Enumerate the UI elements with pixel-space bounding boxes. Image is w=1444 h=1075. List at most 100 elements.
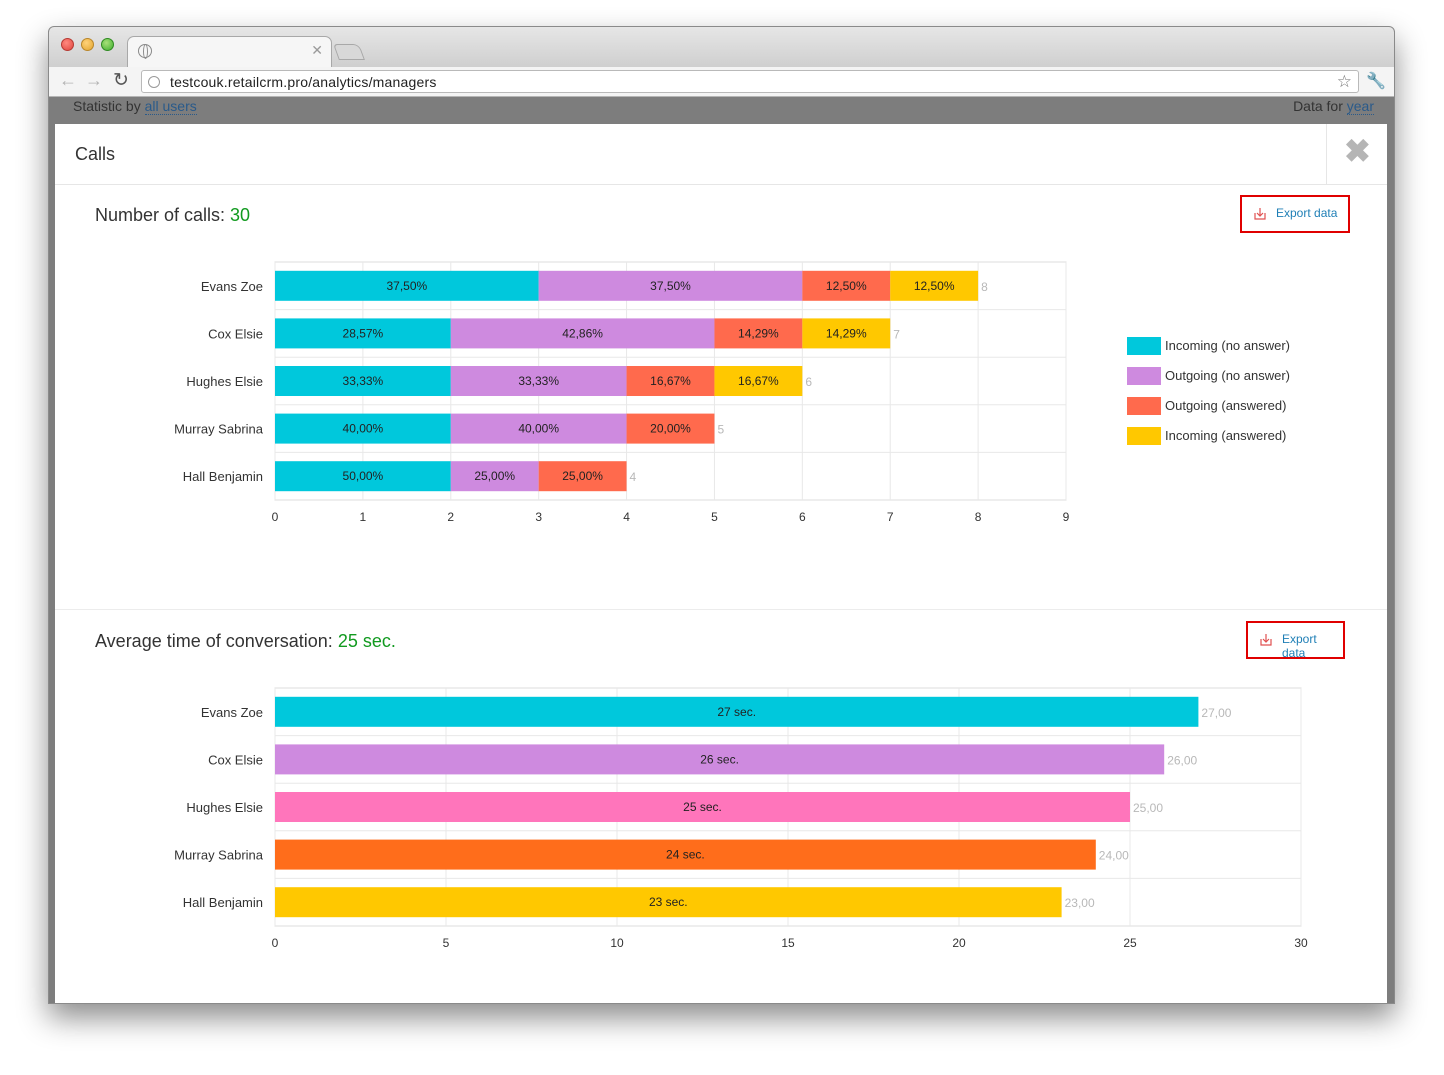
- bar-total-label: 7: [893, 327, 900, 341]
- bar-total-label: 23,00: [1065, 896, 1095, 910]
- modal-close-button[interactable]: ✖: [1326, 124, 1387, 184]
- bar-segment: [275, 318, 451, 349]
- x-tick-label: 30: [1294, 936, 1308, 950]
- minimize-window-button[interactable]: [81, 38, 94, 51]
- export-data-button-2[interactable]: Export data: [1246, 621, 1345, 660]
- category-label: Evans Zoe: [201, 705, 263, 720]
- bar-segment-label: 50,00%: [343, 469, 384, 483]
- x-tick-label: 5: [711, 510, 718, 524]
- bar-segment: [275, 461, 451, 492]
- wrench-icon[interactable]: 🔧: [1366, 73, 1386, 90]
- bar: [275, 839, 1096, 870]
- forward-arrow-icon[interactable]: →: [85, 70, 103, 90]
- number-of-calls-title: Number of calls: 30: [95, 205, 250, 226]
- bar-segment: [450, 366, 627, 396]
- export-data-label[interactable]: Export data: [1282, 632, 1317, 660]
- back-arrow-icon[interactable]: ←: [59, 70, 77, 90]
- download-icon: [1260, 634, 1272, 646]
- bar-segment-label: 40,00%: [518, 422, 559, 436]
- bar-total-label: 8: [981, 280, 988, 294]
- bar-total-label: 5: [717, 423, 724, 437]
- title-bar: ✕: [49, 27, 1394, 67]
- section-divider: [55, 609, 1387, 610]
- bar-segment-label: 25,00%: [562, 469, 603, 483]
- x-tick-label: 1: [360, 510, 367, 524]
- url-text[interactable]: testcouk.retailcrm.pro/analytics/manager…: [170, 74, 437, 90]
- average-time-label: Average time of conversation:: [95, 631, 338, 651]
- bar-segment: [450, 461, 539, 492]
- bar-segment: [714, 366, 803, 396]
- close-window-button[interactable]: [61, 38, 74, 51]
- bar-segment-label: 33,33%: [343, 374, 384, 388]
- number-of-calls-label: Number of calls:: [95, 205, 231, 225]
- all-users-link[interactable]: all users: [144, 98, 197, 115]
- x-tick-label: 0: [272, 510, 279, 524]
- x-tick-label: 4: [623, 510, 630, 524]
- zoom-window-button[interactable]: [101, 38, 114, 51]
- bar-segment: [450, 318, 715, 349]
- x-tick-label: 25: [1123, 936, 1137, 950]
- bar-segment-label: 12,50%: [914, 279, 955, 293]
- category-label: Hall Benjamin: [183, 469, 263, 484]
- x-tick-label: 15: [781, 936, 795, 950]
- bar-segment: [538, 461, 627, 492]
- category-label: Hughes Elsie: [186, 374, 263, 389]
- legend-swatch: [1127, 367, 1161, 385]
- bar: [275, 887, 1062, 918]
- legend-label: Incoming (no answer): [1165, 338, 1290, 353]
- bar-segment-label: 40,00%: [343, 422, 384, 436]
- bar-segment: [275, 270, 539, 301]
- bar-segment-label: 42,86%: [562, 326, 603, 340]
- bar-segment-label: 28,57%: [343, 326, 384, 340]
- bar-label: 26 sec.: [700, 752, 739, 766]
- globe-icon: [148, 76, 160, 88]
- bar-segment: [714, 318, 803, 349]
- bar: [275, 696, 1199, 727]
- export-data-label[interactable]: Export data: [1276, 206, 1338, 220]
- year-link[interactable]: year: [1346, 98, 1374, 115]
- browser-toolbar: ← → ↻ testcouk.retailcrm.pro/analytics/m…: [49, 67, 1394, 97]
- bar-label: 25 sec.: [683, 800, 722, 814]
- legend-item-outgoing-answered: Outgoing (answered): [1127, 395, 1327, 415]
- x-tick-label: 3: [535, 510, 542, 524]
- x-tick-label: 10: [610, 936, 624, 950]
- new-tab-button[interactable]: [333, 44, 365, 60]
- legend-item-outgoing-no-answer: Outgoing (no answer): [1127, 365, 1327, 385]
- average-time-bar-chart: 0 5 10 15 20 25 30 Evans Zoe 27 sec. 27,00 Cox Els…: [174, 687, 1308, 950]
- legend-label: Outgoing (answered): [1165, 398, 1287, 413]
- bar-segment-label: 14,29%: [738, 326, 779, 340]
- legend-swatch: [1127, 397, 1161, 415]
- x-tick-label: 0: [272, 936, 279, 950]
- globe-icon: [138, 44, 152, 59]
- download-icon: [1254, 208, 1266, 220]
- bar-segment: [626, 413, 715, 444]
- close-tab-icon[interactable]: ✕: [311, 42, 323, 58]
- x-tick-label: 6: [799, 510, 806, 524]
- modal-title: Calls: [75, 144, 116, 164]
- address-bar[interactable]: testcouk.retailcrm.pro/analytics/manager…: [141, 70, 1359, 93]
- statistic-by-text: Statistic by all users: [73, 98, 197, 115]
- browser-tab[interactable]: ✕: [127, 36, 332, 67]
- bookmark-star-icon[interactable]: ☆: [1336, 72, 1352, 91]
- category-label: Murray Sabrina: [174, 848, 264, 863]
- category-label: Cox Elsie: [208, 752, 263, 767]
- reload-icon[interactable]: ↻: [113, 70, 129, 91]
- bar-segment: [450, 413, 627, 444]
- bar-label: 24 sec.: [666, 848, 705, 862]
- bar-segment-label: 12,50%: [826, 279, 867, 293]
- x-tick-label: 20: [952, 936, 966, 950]
- x-tick-label: 7: [887, 510, 894, 524]
- bar-segment-label: 16,67%: [650, 374, 691, 388]
- close-icon[interactable]: ✖: [1344, 133, 1371, 169]
- export-data-button[interactable]: Export data: [1240, 195, 1350, 233]
- x-tick-label: 8: [975, 510, 982, 524]
- bar-label: 23 sec.: [649, 895, 688, 909]
- calls-stacked-bar-chart: 0 1 2 3 4 5 6 7 8 9 Evans Zoe 37,50% 37,50% 12,50% 12,…: [174, 261, 1070, 524]
- bar: [275, 744, 1165, 775]
- category-label: Evans Zoe: [201, 279, 263, 294]
- bar-segment-label: 37,50%: [650, 279, 691, 293]
- x-tick-label: 2: [447, 510, 454, 524]
- category-label: Hughes Elsie: [186, 800, 263, 815]
- category-label: Murray Sabrina: [174, 422, 264, 437]
- bar-total-label: 26,00: [1167, 753, 1197, 767]
